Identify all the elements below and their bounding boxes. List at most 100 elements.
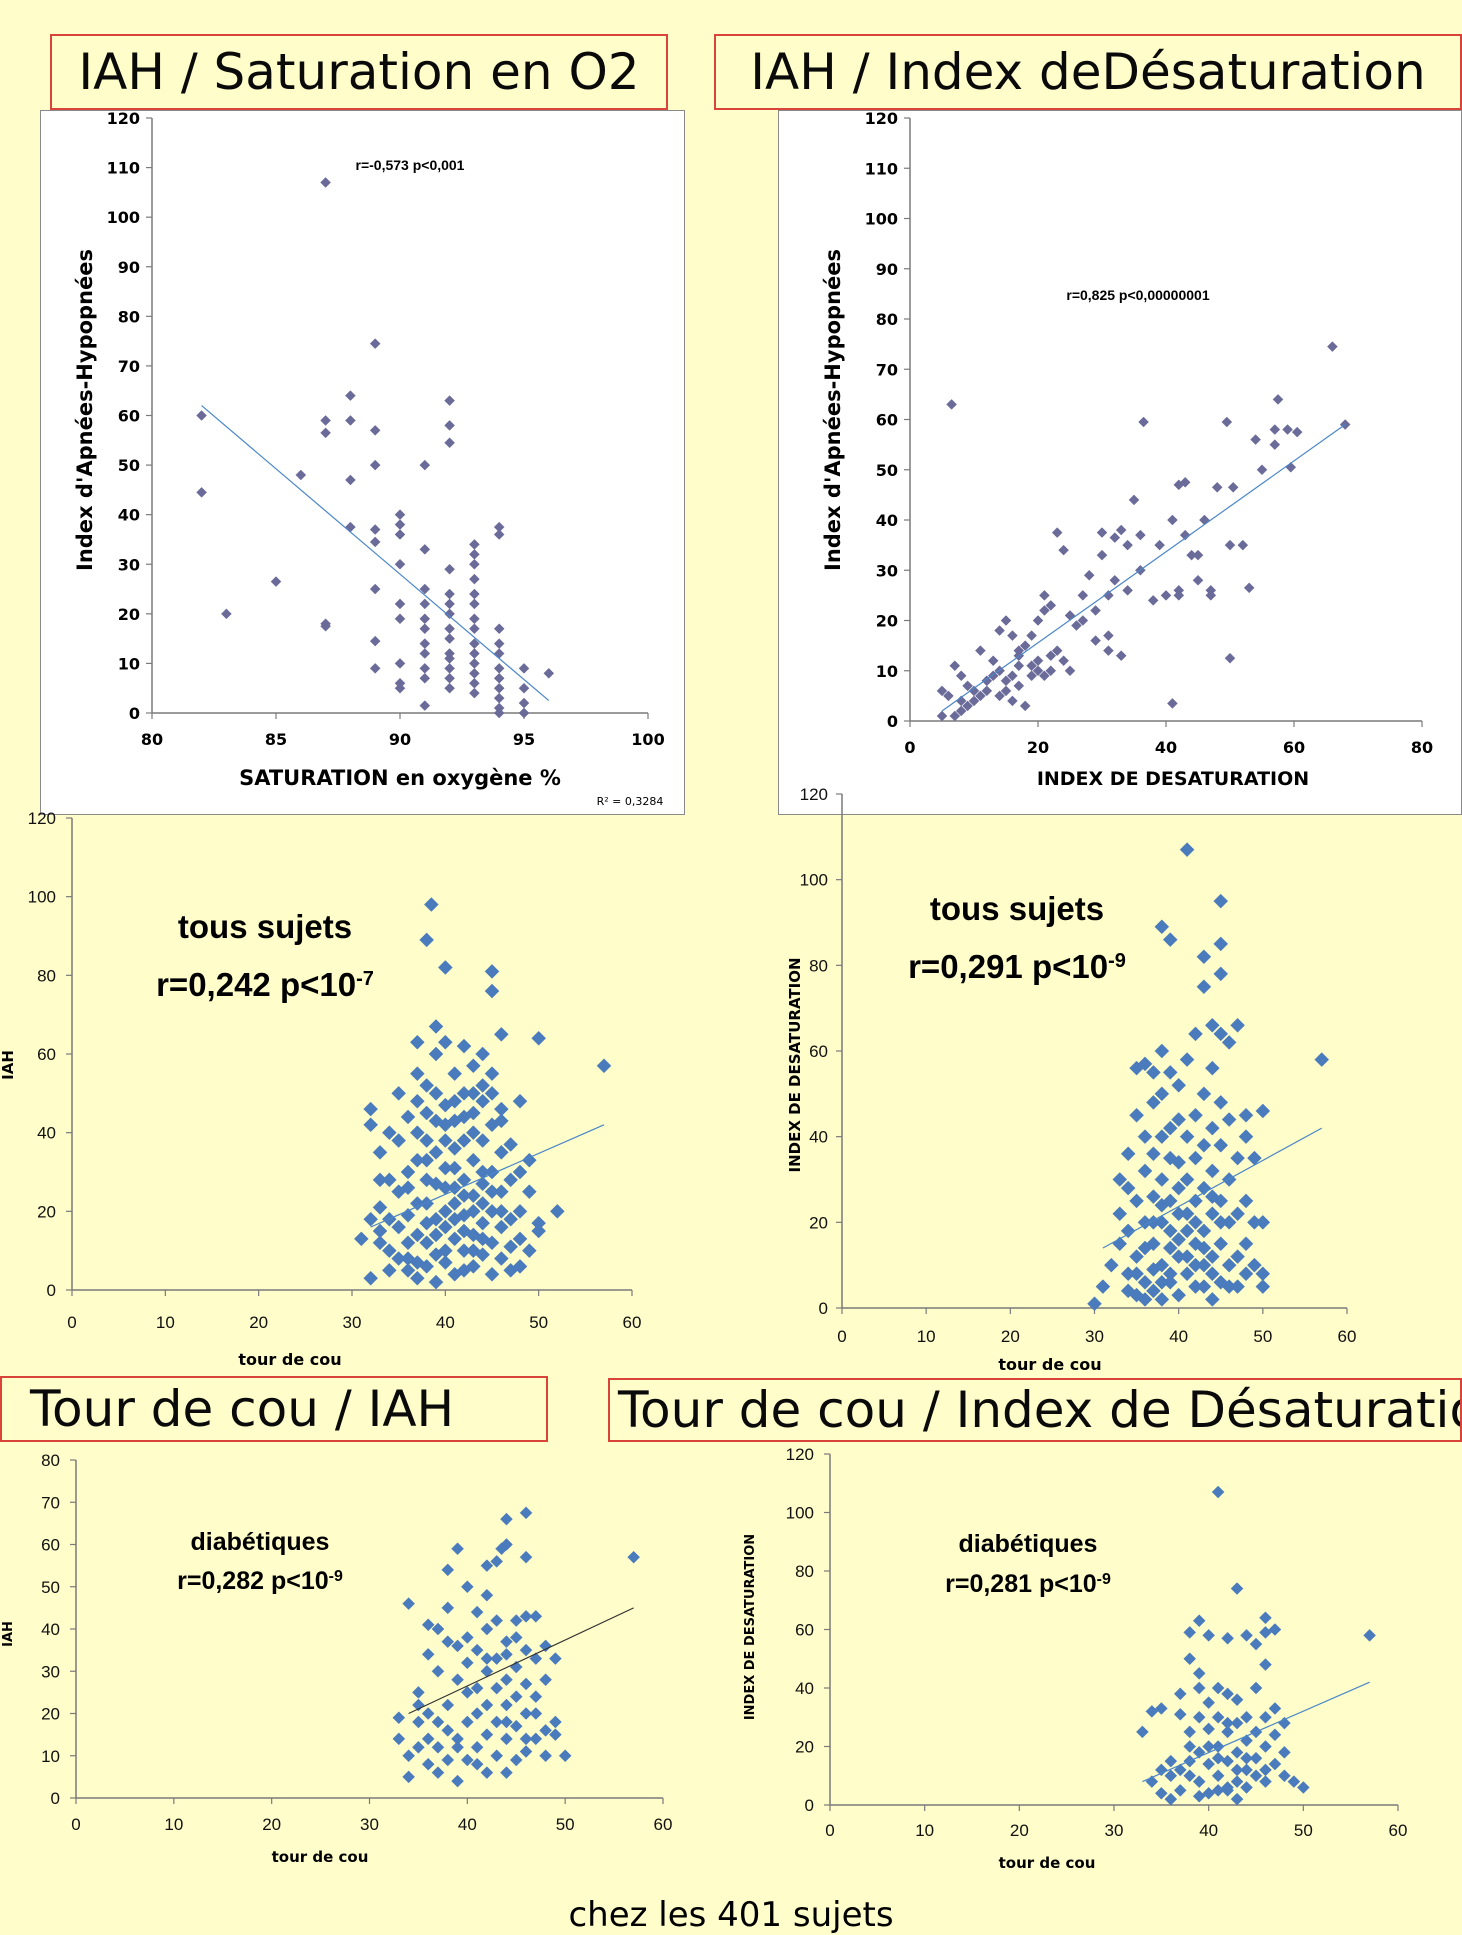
data-point xyxy=(1154,1702,1168,1715)
data-point xyxy=(1095,1279,1111,1294)
data-point xyxy=(1213,1137,1229,1153)
data-point xyxy=(1249,1637,1263,1651)
y-tick-label: 120 xyxy=(865,110,898,128)
data-point xyxy=(512,1231,528,1247)
y-axis-label: INDEX DE DESATURATION xyxy=(786,957,804,1172)
data-point xyxy=(409,1196,425,1211)
data-point xyxy=(221,608,232,620)
data-point xyxy=(1179,1129,1195,1145)
data-point xyxy=(475,1093,491,1109)
data-point xyxy=(955,670,967,682)
data-point xyxy=(1188,1026,1203,1042)
data-point xyxy=(447,1231,463,1247)
data-point xyxy=(519,1550,533,1564)
data-point xyxy=(1213,966,1229,982)
data-point xyxy=(460,1686,474,1699)
data-point xyxy=(381,1125,397,1141)
title-tour-cou-desat: Tour de cou / Index de Désaturation xyxy=(608,1378,1462,1442)
y-tick-label: 70 xyxy=(876,360,898,379)
data-point xyxy=(1221,1687,1234,1701)
data-point xyxy=(968,685,980,697)
y-tick-label: 50 xyxy=(41,1578,60,1597)
p-exponent: -9 xyxy=(329,1568,343,1585)
data-point xyxy=(1269,439,1281,450)
data-point xyxy=(419,700,431,711)
data-point xyxy=(1192,1710,1206,1724)
data-point xyxy=(363,1117,379,1133)
data-point xyxy=(400,1164,416,1180)
y-tick-label: 10 xyxy=(41,1747,60,1766)
data-point xyxy=(1255,1279,1271,1294)
data-point xyxy=(539,1639,552,1653)
x-tick-label: 60 xyxy=(654,1815,673,1834)
data-point xyxy=(1129,1107,1144,1123)
data-points xyxy=(353,897,612,1290)
y-axis-label: INDEX DE DESATURATION xyxy=(743,1534,758,1720)
data-point xyxy=(1211,481,1223,493)
data-point xyxy=(1240,1763,1253,1777)
y-tick-label: 120 xyxy=(800,785,828,804)
data-point xyxy=(509,1614,523,1627)
data-point xyxy=(1192,1614,1206,1628)
data-point xyxy=(1192,1681,1206,1695)
data-point xyxy=(1173,479,1185,491)
x-tick-label: 50 xyxy=(556,1815,575,1834)
data-point xyxy=(469,558,480,570)
data-point xyxy=(460,1753,474,1767)
y-tick-label: 30 xyxy=(118,555,140,574)
trend-line xyxy=(408,1607,634,1715)
y-tick-label: 0 xyxy=(887,712,898,731)
data-point xyxy=(1137,1292,1153,1307)
data-point xyxy=(1327,341,1338,352)
data-point xyxy=(444,437,455,449)
data-point xyxy=(369,425,381,436)
data-point xyxy=(437,1160,453,1176)
data-point xyxy=(451,1774,464,1788)
y-tick-label: 100 xyxy=(28,888,56,907)
data-point xyxy=(949,710,961,722)
data-point xyxy=(419,583,431,595)
data-point xyxy=(451,1542,464,1556)
data-point xyxy=(409,1066,425,1082)
x-tick-label: 80 xyxy=(1411,738,1433,757)
data-point xyxy=(456,1188,472,1203)
data-point xyxy=(1196,1240,1212,1256)
data-point xyxy=(441,1698,455,1712)
p-exponent: -7 xyxy=(356,968,374,990)
data-point xyxy=(549,1715,562,1729)
data-point xyxy=(531,1030,547,1046)
data-point xyxy=(465,1203,481,1219)
data-point xyxy=(1188,1257,1203,1273)
data-point xyxy=(1154,1763,1168,1777)
data-point xyxy=(518,707,530,719)
y-tick-label: 90 xyxy=(118,258,140,277)
data-point xyxy=(460,1715,474,1729)
data-point xyxy=(1162,1065,1178,1080)
data-point xyxy=(456,1172,472,1188)
data-point xyxy=(1171,1232,1187,1247)
data-point xyxy=(1278,1769,1291,1783)
data-point xyxy=(1188,1107,1203,1123)
data-point xyxy=(1087,1296,1102,1312)
data-point xyxy=(503,1239,519,1255)
trend-line xyxy=(941,424,1346,712)
x-tick-label: 0 xyxy=(837,1327,846,1346)
data-point xyxy=(437,960,453,975)
data-point xyxy=(441,1753,455,1767)
data-point xyxy=(1058,544,1069,556)
data-point xyxy=(519,1677,533,1691)
y-tick-label: 100 xyxy=(865,210,898,229)
x-axis-label: tour de cou xyxy=(272,1848,369,1866)
data-point xyxy=(1179,529,1191,541)
data-point xyxy=(503,1172,519,1188)
data-point xyxy=(394,682,406,694)
data-point xyxy=(345,390,356,402)
y-axis-label: Index d'Apnées-Hypopnées xyxy=(821,249,845,571)
title-saturation: IAH / Saturation en O2 xyxy=(50,34,668,110)
x-axis-label: SATURATION en oxygène % xyxy=(239,766,561,790)
data-point xyxy=(465,1152,481,1168)
data-point xyxy=(1202,1786,1216,1800)
data-point xyxy=(447,1066,463,1082)
data-point xyxy=(484,1266,500,1282)
y-tick-label: 90 xyxy=(876,260,898,279)
